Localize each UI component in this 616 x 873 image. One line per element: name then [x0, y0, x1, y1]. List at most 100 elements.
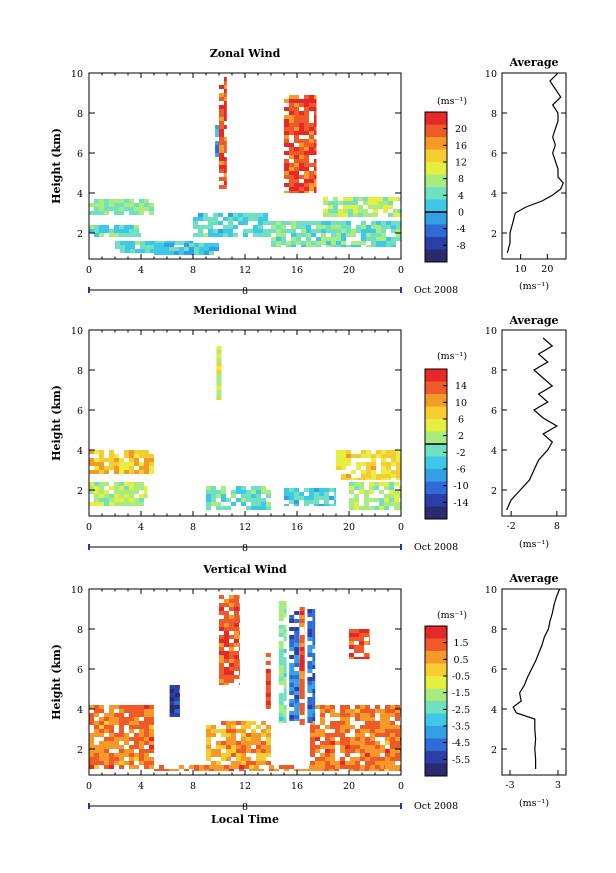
data-cell [114, 757, 119, 761]
data-cell [299, 167, 304, 171]
data-cell [375, 709, 380, 713]
data-cell [89, 705, 94, 709]
data-cell [341, 221, 346, 225]
data-cell [309, 151, 314, 155]
data-cell [363, 213, 368, 217]
data-cell [236, 761, 241, 765]
data-cell [114, 741, 119, 745]
data-cell [330, 765, 335, 769]
data-cell [294, 639, 300, 643]
data-cell [330, 749, 335, 753]
data-region [89, 199, 154, 215]
data-cell [312, 673, 316, 677]
data-cell [386, 245, 391, 247]
data-cell [299, 115, 304, 119]
data-cell [314, 167, 317, 171]
data-cell [304, 167, 309, 171]
data-cell [149, 725, 154, 729]
data-cell [124, 494, 129, 498]
data-cell [239, 603, 240, 607]
data-cell [229, 643, 234, 647]
data-cell [340, 761, 345, 765]
y-tick-label: 6 [77, 149, 83, 160]
data-cell [294, 631, 300, 635]
data-cell [366, 237, 371, 241]
data-cell [243, 217, 248, 221]
data-cell [114, 203, 119, 207]
x-tick-label: 0 [398, 265, 404, 276]
data-cell [94, 466, 99, 470]
data-cell [129, 725, 134, 729]
data-cell [283, 717, 287, 721]
data-cell [398, 213, 401, 217]
colorbar-tick-label: 10 [455, 398, 467, 409]
data-cell [350, 713, 355, 717]
data-cell [134, 450, 139, 454]
data-cell [99, 199, 104, 203]
data-cell [266, 725, 271, 729]
data-cell [124, 486, 129, 490]
data-cell [94, 733, 99, 737]
data-cell [224, 85, 227, 89]
data-cell [289, 119, 294, 123]
data-cell [174, 769, 179, 771]
data-cell [129, 737, 134, 741]
data-cell [216, 366, 222, 370]
data-cell [361, 454, 366, 458]
data-cell [314, 147, 317, 151]
data-cell [309, 147, 314, 151]
colorbar-swatch [425, 249, 447, 263]
data-cell [391, 225, 396, 229]
data-cell [328, 201, 333, 205]
meridional-data-layer [89, 346, 401, 510]
data-cell [139, 211, 144, 215]
data-cell [234, 765, 239, 769]
data-cell [233, 217, 238, 221]
data-cell [265, 689, 271, 693]
colorbar-swatch [425, 224, 447, 238]
data-cell [398, 209, 401, 213]
data-cell [224, 93, 227, 97]
data-cell [348, 197, 353, 201]
data-cell [164, 247, 169, 251]
data-cell [104, 466, 109, 470]
data-cell [145, 241, 150, 245]
data-cell [94, 705, 99, 709]
data-cell [213, 213, 218, 217]
data-cell [261, 721, 266, 725]
data-cell [109, 733, 114, 737]
data-cell [221, 753, 226, 757]
data-cell [345, 765, 350, 769]
data-cell [253, 225, 258, 229]
data-cell [336, 450, 341, 454]
data-cell [294, 659, 300, 663]
data-cell [261, 761, 266, 765]
data-cell [373, 213, 378, 217]
data-cell [325, 761, 330, 765]
data-cell [345, 725, 350, 729]
data-cell [241, 729, 246, 733]
data-cell [396, 470, 401, 474]
data-cell [104, 737, 109, 741]
zonal-title: Zonal Wind [210, 47, 281, 60]
data-cell [114, 207, 119, 211]
data-cell [94, 729, 99, 733]
data-cell [278, 713, 284, 717]
data-cell [370, 729, 375, 733]
data-cell [307, 717, 313, 721]
data-cell [149, 470, 154, 474]
data-cell [204, 769, 209, 771]
data-cell [307, 721, 313, 723]
data-cell [375, 765, 380, 769]
data-cell [395, 729, 400, 733]
data-cell [213, 217, 218, 221]
data-cell [329, 496, 334, 500]
data-cell [395, 757, 400, 761]
data-cell [325, 765, 330, 769]
data-cell [114, 462, 119, 466]
y-tick-label: 8 [77, 366, 83, 377]
data-cell [336, 237, 341, 241]
data-cell [239, 671, 240, 675]
data-cell [345, 745, 350, 749]
data-cell [263, 213, 268, 217]
